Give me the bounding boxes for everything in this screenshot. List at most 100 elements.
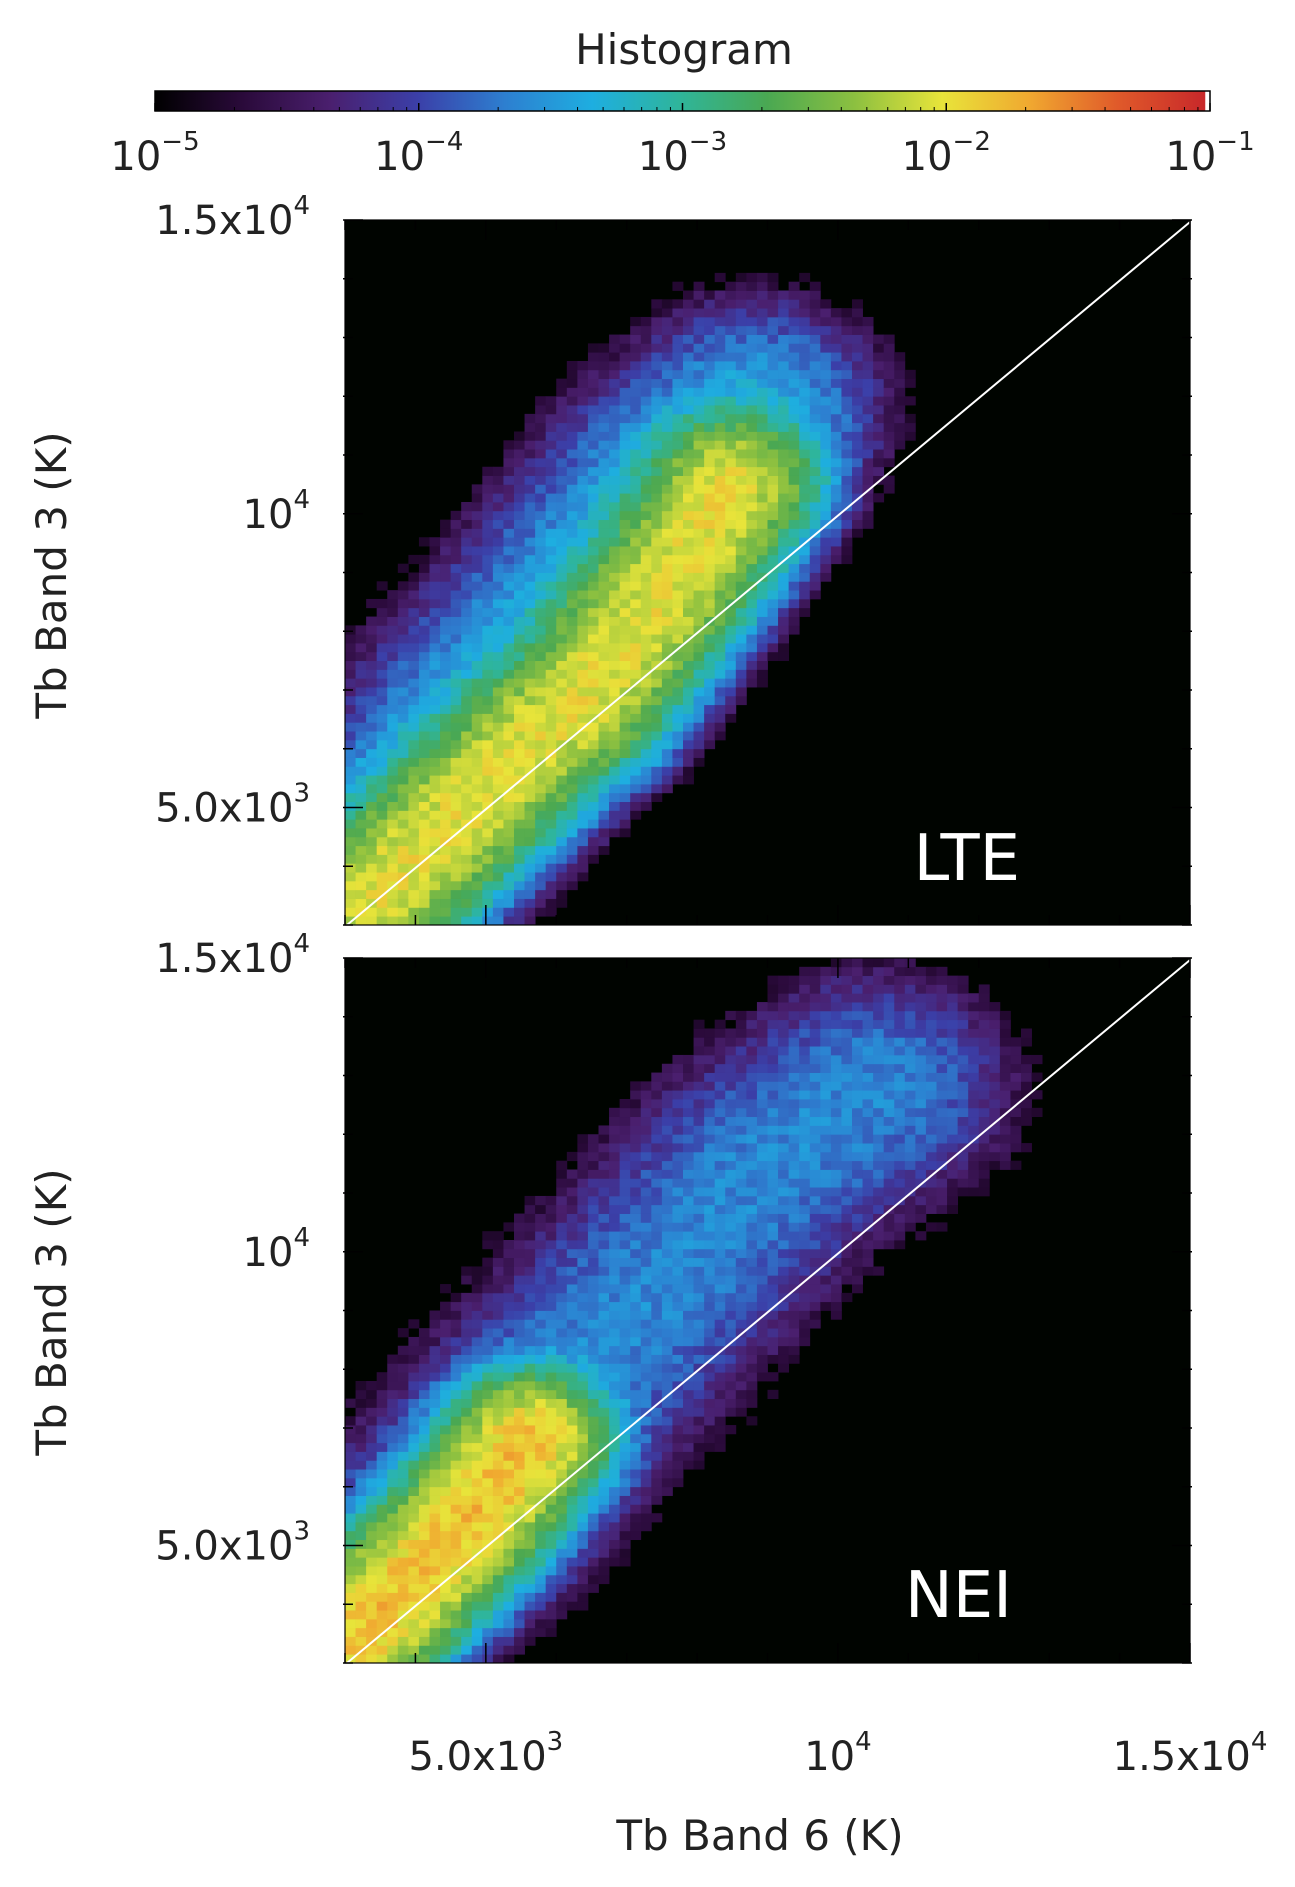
heatmap-cell	[566, 1336, 578, 1347]
heatmap-cell	[587, 1513, 599, 1523]
heatmap-cell	[683, 687, 694, 697]
heatmap-cell	[482, 1301, 494, 1311]
heatmap-cell	[788, 457, 800, 468]
heatmap-cell	[841, 413, 853, 424]
heatmap-cell	[809, 422, 821, 432]
heatmap-cell	[735, 1169, 747, 1179]
heatmap-cell	[598, 845, 610, 855]
heatmap-cell	[461, 1610, 473, 1620]
plot-frame	[344, 219, 1191, 926]
heatmap-cell	[778, 1099, 790, 1109]
heatmap-cell	[482, 863, 494, 873]
heatmap-cell	[735, 687, 747, 697]
heatmap-cell	[418, 1345, 430, 1355]
heatmap-cell	[725, 607, 737, 617]
heatmap-cell	[376, 1442, 388, 1452]
heatmap-cell	[630, 1257, 642, 1267]
heatmap-cell	[640, 1125, 652, 1135]
heatmap-cell	[450, 713, 462, 723]
heatmap-cell	[936, 1134, 948, 1144]
heatmap-cell	[503, 1618, 515, 1629]
heatmap-cell	[577, 1389, 589, 1400]
heatmap-cell	[376, 1477, 388, 1488]
heatmap-cell	[492, 678, 504, 688]
heatmap-cell	[482, 1557, 494, 1567]
heatmap-cell	[345, 836, 356, 847]
heatmap-cell	[651, 1072, 663, 1082]
heatmap-cell	[355, 766, 367, 776]
heatmap-cell	[566, 537, 578, 547]
heatmap-cell	[883, 1090, 895, 1100]
heatmap-cell	[387, 748, 399, 758]
heatmap-cell	[746, 634, 758, 644]
heatmap-cell	[820, 1151, 832, 1162]
heatmap-cell	[355, 1636, 367, 1646]
heatmap-cell	[387, 1389, 399, 1400]
heatmap-cell	[598, 1151, 610, 1162]
heatmap-cell	[397, 590, 409, 600]
heatmap-cell	[482, 801, 494, 811]
heatmap-cell	[714, 1187, 726, 1197]
heatmap-cell	[566, 1574, 578, 1585]
heatmap-cell	[418, 1328, 430, 1338]
heatmap-cell	[693, 625, 705, 635]
heatmap-cell	[904, 422, 916, 432]
heatmap-cell	[440, 1645, 452, 1655]
heatmap-cell	[366, 643, 378, 653]
heatmap-cell	[492, 731, 504, 741]
heatmap-cell	[535, 1266, 547, 1276]
heatmap-cell	[609, 695, 621, 706]
heatmap-cell	[640, 325, 652, 335]
heatmap-cell	[366, 731, 378, 741]
heatmap-cell	[693, 1240, 705, 1250]
heatmap-cell	[471, 739, 483, 750]
heatmap-cell	[704, 1425, 716, 1435]
heatmap-cell	[651, 757, 663, 767]
heatmap-cell	[746, 1284, 758, 1294]
heatmap-cell	[735, 669, 747, 679]
heatmap-cell	[799, 546, 811, 556]
heatmap-cell	[524, 431, 536, 441]
heatmap-cell	[366, 1601, 378, 1611]
heatmap-cell	[577, 1195, 589, 1206]
heatmap-cell	[482, 1574, 494, 1585]
heatmap-cell	[587, 431, 599, 441]
heatmap-cell	[883, 1151, 895, 1162]
heatmap-cell	[704, 1336, 716, 1347]
heatmap-cell	[788, 1010, 800, 1021]
heatmap-cell	[535, 704, 547, 714]
heatmap-cell	[408, 607, 420, 617]
heatmap-cell	[693, 546, 705, 556]
heatmap-cell	[672, 1063, 684, 1073]
heatmap-cell	[366, 1442, 378, 1452]
heatmap-cell	[387, 916, 399, 926]
heatmap-cell	[661, 378, 673, 388]
heatmap-cell	[925, 1169, 937, 1179]
heatmap-cell	[820, 1143, 832, 1153]
heatmap-cell	[514, 510, 525, 521]
heatmap-cell	[598, 792, 610, 803]
heatmap-cell	[693, 1037, 705, 1047]
heatmap-cell	[545, 1513, 557, 1523]
heatmap-cell	[809, 413, 821, 424]
heatmap-cell	[609, 713, 621, 723]
heatmap-cell	[841, 1187, 853, 1197]
heatmap-cell	[651, 396, 663, 406]
heatmap-cell	[714, 1134, 726, 1144]
heatmap-cell	[672, 413, 684, 424]
heatmap-cell	[408, 598, 420, 609]
heatmap-cell	[524, 1460, 536, 1470]
heatmap-cell	[830, 1160, 842, 1170]
heatmap-cell	[471, 898, 483, 908]
heatmap-cell	[471, 581, 483, 591]
heatmap-cell	[630, 748, 642, 758]
heatmap-cell	[566, 1248, 578, 1259]
heatmap-cell	[640, 590, 652, 600]
heatmap-cell	[461, 801, 473, 811]
heatmap-cell	[683, 1407, 694, 1417]
heatmap-cell	[514, 572, 525, 582]
heatmap-cell	[788, 1213, 800, 1223]
heatmap-cell	[345, 792, 356, 803]
heatmap-cell	[862, 1160, 874, 1170]
heatmap-cell	[408, 766, 420, 776]
